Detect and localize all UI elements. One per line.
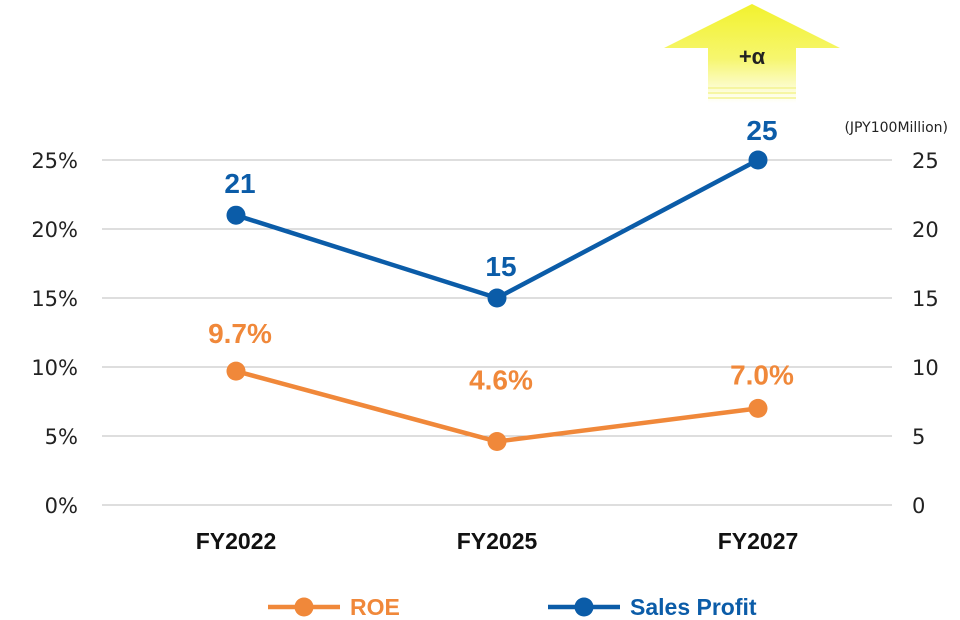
legend-swatch-marker: [574, 597, 594, 617]
sales-profit-data-label: 21: [224, 168, 255, 199]
right-tick-label: 25: [912, 149, 939, 173]
sales-profit-data-label: 15: [485, 251, 516, 282]
right-tick-label: 10: [912, 356, 939, 380]
roe-point: [748, 398, 768, 418]
series-layer: 9.7% 4.6% 7.0% 21 15 25: [208, 115, 794, 452]
arrow-label: +α: [739, 44, 766, 69]
sales-profit-data-label: 25: [746, 115, 777, 146]
legend: ROE Sales Profit: [268, 594, 757, 620]
left-tick-label: 10%: [31, 356, 78, 380]
right-axis: 0 5 10 15 20 25: [912, 149, 939, 518]
right-tick-label: 15: [912, 287, 939, 311]
plus-alpha-arrow: +α: [664, 4, 840, 103]
left-tick-label: 25%: [31, 149, 78, 173]
roe-data-label: 9.7%: [208, 318, 272, 349]
roe-data-label: 7.0%: [730, 359, 794, 390]
left-axis: 0% 5% 10% 15% 20% 25%: [31, 149, 78, 518]
right-tick-label: 20: [912, 218, 939, 242]
left-tick-label: 20%: [31, 218, 78, 242]
category-labels: FY2022 FY2025 FY2027: [196, 528, 799, 554]
roe-point: [226, 361, 246, 381]
category-label: FY2025: [457, 528, 538, 554]
legend-label-roe: ROE: [350, 594, 400, 620]
category-label: FY2027: [718, 528, 799, 554]
right-tick-label: 0: [912, 494, 925, 518]
arrow-shape: [664, 4, 840, 103]
left-tick-label: 0%: [45, 494, 78, 518]
sales-profit-point: [487, 288, 507, 308]
roe-data-label: 4.6%: [469, 365, 533, 396]
legend-label-sales-profit: Sales Profit: [630, 594, 757, 620]
category-label: FY2022: [196, 528, 277, 554]
sales-profit-point: [226, 205, 246, 225]
left-tick-label: 5%: [45, 425, 78, 449]
roe-point: [487, 432, 507, 452]
right-tick-label: 5: [912, 425, 925, 449]
legend-swatch-marker: [294, 597, 314, 617]
left-tick-label: 15%: [31, 287, 78, 311]
right-axis-unit: (JPY100Million): [844, 120, 948, 136]
sales-profit-point: [748, 150, 768, 170]
